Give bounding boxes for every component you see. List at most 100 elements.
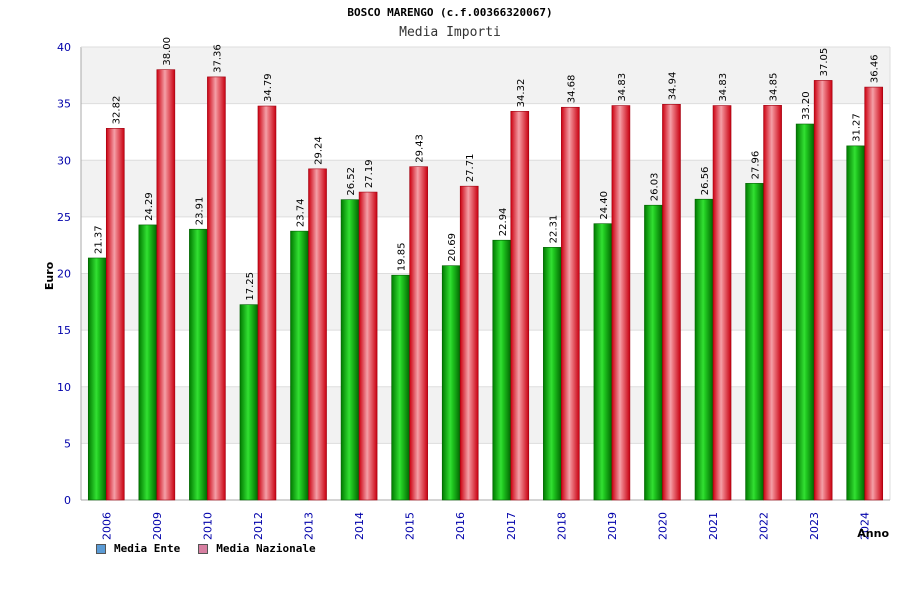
legend: Media Ente Media Nazionale: [96, 542, 316, 555]
data-label: 26.56: [700, 167, 711, 196]
bar-media-nazionale: [207, 76, 226, 501]
x-tick-label: 2021: [707, 512, 720, 540]
data-label: 23.74: [296, 199, 307, 228]
bar-media-nazionale: [459, 185, 479, 501]
data-label: 34.32: [516, 79, 527, 108]
chart-subtitle: Media Importi: [399, 25, 501, 40]
data-label: 34.85: [769, 73, 780, 102]
x-tick-label: 2014: [353, 512, 366, 540]
y-axis-label: Euro: [43, 261, 56, 290]
data-label: 24.40: [599, 191, 610, 220]
bar-media-nazionale: [611, 105, 631, 501]
bar-media-ente: [644, 204, 663, 501]
bar-media-ente: [745, 183, 764, 501]
bar-media-nazionale: [813, 80, 833, 501]
bar-media-ente: [340, 199, 360, 501]
bar-media-nazionale: [510, 111, 530, 501]
bar-media-ente: [543, 247, 562, 501]
data-label: 17.25: [245, 272, 256, 301]
x-tick-label: 2006: [100, 512, 113, 540]
data-label: 26.52: [346, 167, 357, 196]
y-tick-label: 25: [57, 211, 71, 224]
bar-media-ente: [593, 223, 613, 501]
bar-media-nazionale: [864, 86, 884, 501]
data-label: 34.94: [667, 72, 678, 101]
data-label: 22.94: [498, 208, 509, 237]
bar-media-nazionale: [358, 191, 378, 501]
bar-media-nazionale: [561, 106, 580, 501]
data-label: 36.46: [870, 54, 881, 83]
data-label: 34.83: [718, 73, 729, 102]
x-tick-label: 2015: [404, 512, 417, 540]
bars: [87, 69, 884, 501]
data-label: 34.83: [617, 73, 628, 102]
x-tick-label: 2020: [656, 512, 669, 540]
data-label: 29.24: [314, 136, 325, 165]
legend-swatch-media-ente: [96, 543, 106, 554]
x-tick-label: 2023: [808, 512, 821, 540]
bar-media-ente: [694, 198, 714, 501]
bar-media-ente: [795, 123, 815, 501]
data-label: 29.43: [415, 134, 426, 163]
data-label: 37.05: [819, 48, 830, 77]
data-label: 34.79: [263, 73, 274, 102]
x-tick-label: 2024: [859, 512, 872, 540]
bar-media-ente: [391, 274, 410, 501]
data-label: 27.19: [364, 159, 375, 188]
chart-title: BOSCO MARENGO (c.f.00366320067): [347, 6, 553, 19]
data-label: 37.36: [212, 44, 223, 73]
bar-media-nazionale: [712, 105, 732, 501]
x-axis-label: Anno: [857, 527, 889, 540]
bar-media-nazionale: [257, 105, 277, 501]
data-label: 26.03: [649, 173, 660, 202]
data-label: 22.31: [548, 215, 559, 244]
y-tick-label: 20: [57, 268, 71, 281]
data-label: 27.71: [465, 154, 476, 183]
bar-media-ente: [189, 228, 208, 501]
x-tick-label: 2013: [303, 512, 316, 540]
legend-label-media-nazionale: Media Nazionale: [216, 542, 316, 555]
bar-media-nazionale: [156, 69, 176, 501]
legend-label-media-ente: Media Ente: [114, 542, 181, 555]
legend-item-media-ente: Media Ente: [96, 542, 180, 555]
bar-media-ente: [492, 239, 512, 501]
y-tick-label: 10: [57, 381, 71, 394]
x-tick-label: 2017: [505, 512, 518, 540]
x-tick-label: 2009: [151, 512, 164, 540]
data-label: 33.20: [801, 91, 812, 120]
bar-media-ente: [87, 257, 107, 501]
data-label: 27.96: [751, 151, 762, 180]
bar-media-nazionale: [308, 168, 327, 501]
y-tick-label: 0: [64, 494, 71, 507]
bar-media-ente: [239, 304, 259, 501]
y-tick-label: 5: [64, 437, 71, 450]
y-tick-label: 30: [57, 154, 71, 167]
x-tick-label: 2010: [201, 512, 214, 540]
y-tick-label: 40: [57, 41, 71, 54]
x-tick-label: 2018: [555, 512, 568, 540]
data-label: 24.29: [144, 192, 155, 221]
bar-media-nazionale: [105, 128, 125, 501]
data-label: 19.85: [397, 243, 408, 272]
x-tick-label: 2019: [606, 512, 619, 540]
data-label: 20.69: [447, 233, 458, 262]
data-label: 31.27: [852, 113, 863, 142]
x-tick-label: 2012: [252, 512, 265, 540]
y-tick-label: 15: [57, 324, 71, 337]
data-label: 34.68: [566, 75, 577, 104]
value-labels: 21.37 32.82 24.29 38.00 23.91 37.36 17.25 34.79…: [93, 37, 880, 301]
bar-media-ente: [846, 145, 866, 501]
bar-media-ente: [290, 230, 309, 501]
data-label: 23.91: [194, 197, 205, 226]
y-tick-label: 35: [57, 98, 71, 111]
bar-media-ente: [441, 265, 461, 501]
legend-swatch-media-nazionale: [198, 543, 209, 554]
bar-media-ente: [138, 224, 158, 501]
data-label: 21.37: [93, 225, 104, 254]
tick-labels: 0 5 10 15 20 25 30 35 40 2006 2009 2010 2012 2013 2014…: [57, 41, 872, 540]
data-label: 32.82: [111, 96, 122, 125]
data-label: 38.00: [162, 37, 173, 66]
x-tick-label: 2022: [758, 512, 771, 540]
bar-media-nazionale: [662, 104, 681, 501]
